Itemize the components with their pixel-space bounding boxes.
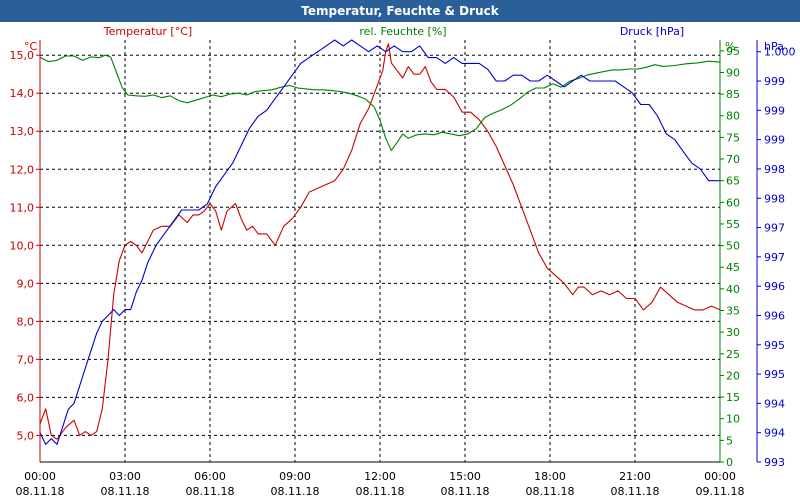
press-tick-label-5: 996 bbox=[764, 309, 785, 322]
hum-tick-label-6: 30 bbox=[726, 326, 740, 339]
chart-title: Temperatur, Feuchte & Druck bbox=[0, 0, 800, 22]
hum-tick-label-10: 50 bbox=[726, 240, 740, 253]
temp-tick-label-9: 14,0 bbox=[10, 87, 35, 100]
humidity-series-line bbox=[39, 54, 721, 151]
x-tick-date-3: 08.11.18 bbox=[271, 485, 320, 498]
hum-tick-label-12: 60 bbox=[726, 196, 740, 209]
hum-tick-label-5: 25 bbox=[726, 348, 740, 361]
temperature-unit-label: °C bbox=[24, 40, 38, 53]
temp-tick-label-2: 7,0 bbox=[17, 353, 35, 366]
temp-tick-label-8: 13,0 bbox=[10, 125, 35, 138]
x-tick-date-0: 08.11.18 bbox=[16, 485, 65, 498]
grid-lines bbox=[40, 40, 720, 462]
humidity-unit-label: % bbox=[725, 40, 735, 53]
press-tick-label-14: 1.000 bbox=[764, 46, 796, 59]
x-tick-time-8: 00:00 bbox=[704, 470, 736, 483]
temp-tick-label-7: 12,0 bbox=[10, 163, 35, 176]
hum-tick-label-2: 10 bbox=[726, 413, 740, 426]
press-tick-label-1: 994 bbox=[764, 427, 785, 440]
temp-tick-label-0: 5,0 bbox=[17, 429, 35, 442]
hum-tick-label-0: 0 bbox=[726, 456, 733, 469]
x-tick-date-6: 08.11.18 bbox=[526, 485, 575, 498]
press-tick-label-9: 998 bbox=[764, 192, 785, 205]
x-tick-time-7: 21:00 bbox=[619, 470, 651, 483]
temp-tick-label-4: 9,0 bbox=[17, 277, 35, 290]
hum-tick-label-15: 75 bbox=[726, 131, 740, 144]
x-tick-time-3: 09:00 bbox=[279, 470, 311, 483]
hum-tick-label-7: 35 bbox=[726, 305, 740, 318]
hum-tick-label-9: 45 bbox=[726, 261, 740, 274]
x-tick-date-7: 08.11.18 bbox=[611, 485, 660, 498]
hum-tick-label-11: 55 bbox=[726, 218, 740, 231]
press-tick-label-12: 999 bbox=[764, 104, 785, 117]
press-tick-label-2: 994 bbox=[764, 397, 785, 410]
press-tick-label-13: 999 bbox=[764, 75, 785, 88]
temp-tick-label-5: 10,0 bbox=[10, 239, 35, 252]
x-tick-time-2: 06:00 bbox=[194, 470, 226, 483]
temp-tick-label-10: 15,0 bbox=[10, 49, 35, 62]
x-tick-date-5: 08.11.18 bbox=[441, 485, 490, 498]
press-tick-label-11: 999 bbox=[764, 134, 785, 147]
hum-tick-label-13: 65 bbox=[726, 175, 740, 188]
temperature-series-line bbox=[39, 43, 721, 440]
hum-tick-label-19: 95 bbox=[726, 45, 740, 58]
press-tick-label-7: 997 bbox=[764, 251, 785, 264]
press-tick-label-6: 996 bbox=[764, 280, 785, 293]
temp-tick-label-3: 8,0 bbox=[17, 315, 35, 328]
axes-layer: 00:00 08.11.18 03:00 08.11.18 06:00 08.11.18 0… bbox=[10, 40, 796, 498]
x-tick-time-4: 12:00 bbox=[364, 470, 396, 483]
hum-tick-label-16: 80 bbox=[726, 110, 740, 123]
press-tick-label-8: 997 bbox=[764, 222, 785, 235]
x-tick-time-5: 15:00 bbox=[449, 470, 481, 483]
x-tick-date-1: 08.11.18 bbox=[101, 485, 150, 498]
hum-tick-label-14: 70 bbox=[726, 153, 740, 166]
x-tick-time-0: 00:00 bbox=[24, 470, 56, 483]
press-tick-label-10: 998 bbox=[764, 163, 785, 176]
press-tick-label-4: 995 bbox=[764, 339, 785, 352]
series-layer bbox=[39, 39, 721, 445]
x-tick-date-8: 09.11.18 bbox=[696, 485, 745, 498]
hum-tick-label-8: 40 bbox=[726, 283, 740, 296]
temp-tick-label-6: 11,0 bbox=[10, 201, 35, 214]
x-tick-time-1: 03:00 bbox=[109, 470, 141, 483]
temp-tick-label-1: 6,0 bbox=[17, 391, 35, 404]
humidity-axis-label: rel. Feuchte [%] bbox=[359, 25, 446, 38]
press-tick-label-3: 995 bbox=[764, 368, 785, 381]
hum-tick-label-1: 5 bbox=[726, 434, 733, 447]
x-tick-date-4: 08.11.18 bbox=[356, 485, 405, 498]
pressure-series-line bbox=[39, 39, 720, 445]
hum-tick-label-18: 90 bbox=[726, 66, 740, 79]
hum-tick-label-3: 15 bbox=[726, 391, 740, 404]
x-tick-time-6: 18:00 bbox=[534, 470, 566, 483]
pressure-axis-label: Druck [hPa] bbox=[620, 25, 684, 38]
hum-tick-label-17: 85 bbox=[726, 88, 740, 101]
pressure-unit-label: hPa bbox=[764, 40, 784, 53]
x-tick-date-2: 08.11.18 bbox=[186, 485, 235, 498]
press-tick-label-0: 993 bbox=[764, 456, 785, 469]
temperature-axis-label: Temperatur [°C] bbox=[103, 25, 192, 38]
hum-tick-label-4: 20 bbox=[726, 369, 740, 382]
